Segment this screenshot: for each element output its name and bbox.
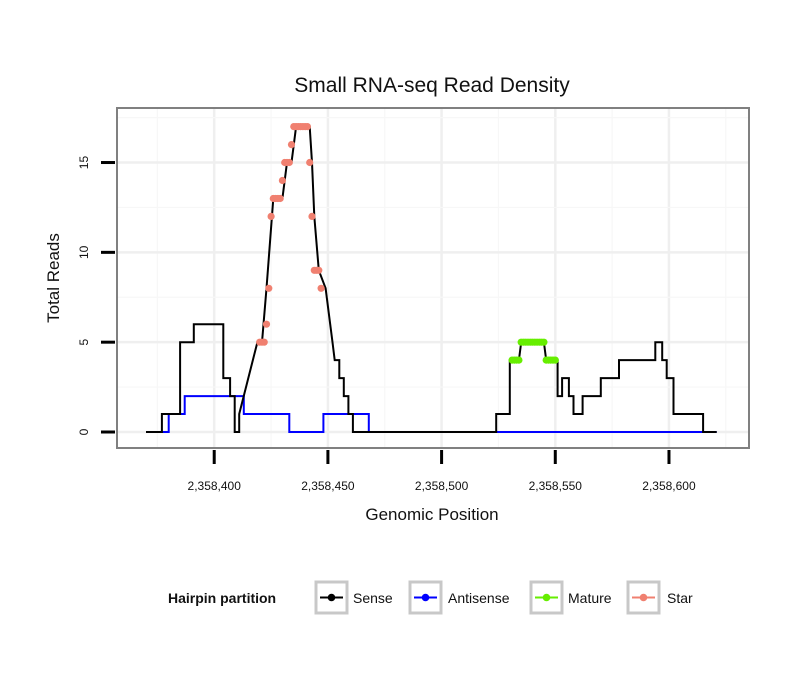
series-layer <box>146 123 717 433</box>
x-tick-label: 2,358,600 <box>642 479 696 493</box>
x-axis: 2,358,400 2,358,450 2,358,500 2,358,550 2,35… <box>188 450 696 493</box>
y-axis-label: Total Reads <box>44 233 63 323</box>
legend-label: Sense <box>353 590 393 606</box>
legend-item-star: Star <box>626 580 693 615</box>
legend-item-antisense: Antisense <box>408 580 510 615</box>
mature-point <box>540 338 548 346</box>
plot-panel <box>117 108 749 448</box>
legend-key-dot <box>421 593 430 602</box>
legend-label: Antisense <box>448 590 510 606</box>
legend-key-dot <box>542 593 551 602</box>
x-tick-label: 2,358,550 <box>529 479 583 493</box>
chart-title: Small RNA-seq Read Density <box>294 74 570 97</box>
star-point <box>265 284 273 292</box>
legend-item-mature: Mature <box>529 580 612 615</box>
x-axis-label: Genomic Position <box>365 505 498 524</box>
star-point <box>315 266 323 274</box>
star-point <box>287 141 296 149</box>
grid-lines <box>117 108 749 448</box>
plot-border <box>116 107 750 449</box>
mature-point <box>515 356 523 364</box>
legend-key-dot <box>327 593 336 602</box>
x-tick-label: 2,358,400 <box>188 479 242 493</box>
legend-key-dot <box>639 593 648 602</box>
star-point <box>278 176 286 185</box>
star-point <box>303 123 311 131</box>
y-tick-label: 5 <box>77 339 91 346</box>
legend-label: Star <box>667 590 693 606</box>
legend-label: Mature <box>568 590 612 606</box>
y-tick-label: 10 <box>77 245 91 259</box>
star-point <box>262 320 271 328</box>
y-tick-label: 15 <box>77 156 91 170</box>
y-tick-label: 0 <box>77 428 91 435</box>
legend-title: Hairpin partition <box>168 590 276 606</box>
sense-series-line <box>146 125 717 433</box>
star-point <box>285 158 293 167</box>
star-point <box>276 194 284 203</box>
x-tick-label: 2,358,450 <box>301 479 355 493</box>
y-axis: 0 5 10 15 <box>77 156 115 435</box>
star-point <box>306 158 314 167</box>
star-point <box>308 212 316 220</box>
star-point <box>317 284 325 292</box>
star-point <box>267 212 275 220</box>
legend-item-sense: Sense <box>314 580 393 615</box>
mature-point <box>551 356 559 364</box>
legend: Hairpin partition Sense Antisense Mature St… <box>168 580 693 615</box>
x-tick-label: 2,358,500 <box>415 479 469 493</box>
star-point <box>260 338 268 346</box>
